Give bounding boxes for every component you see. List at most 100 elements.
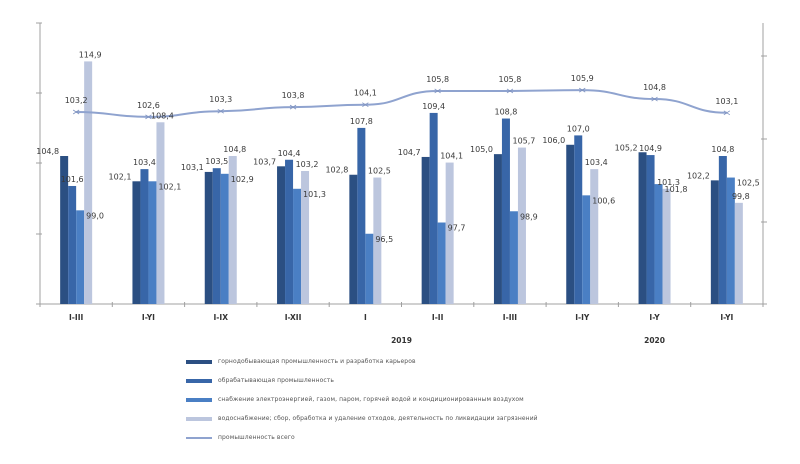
bar <box>84 61 93 304</box>
bar <box>365 233 374 304</box>
line-value-label: 103,1 <box>715 97 738 106</box>
x-axis-label: I-YI <box>142 313 155 322</box>
value-label: 103,5 <box>205 157 228 166</box>
bar-series <box>60 61 743 304</box>
bar <box>517 147 526 304</box>
legend-label: водоснабжение; сбор, обработка и удалени… <box>218 415 538 422</box>
x-axis-label: I-YI <box>720 313 733 322</box>
value-label: 103,4 <box>133 158 156 167</box>
legend-item-manufacturing: обрабатывающая промышленность <box>186 371 746 390</box>
bar <box>293 188 302 304</box>
value-label: 99,0 <box>86 211 104 220</box>
value-labels: 104,8101,699,0114,9102,1103,4102,1108,41… <box>36 50 760 243</box>
value-label: 103,2 <box>296 160 319 169</box>
value-label: 101,3 <box>303 190 326 199</box>
legend-swatch-water-supply <box>186 416 212 421</box>
legend-label: снабжение электроэнергией, газом, паром,… <box>218 396 524 403</box>
bar <box>654 184 663 304</box>
value-label: 105,0 <box>470 145 493 154</box>
bar <box>734 202 743 304</box>
bar <box>212 168 221 304</box>
value-label: 104,8 <box>36 147 59 156</box>
bar <box>277 166 286 304</box>
line-value-label: 104,1 <box>354 89 377 98</box>
value-label: 102,1 <box>158 182 181 191</box>
value-label: 99,8 <box>732 192 750 201</box>
bar <box>148 181 157 304</box>
bar <box>285 159 294 304</box>
x-axis-label: I-II <box>432 313 444 322</box>
value-label: 108,8 <box>494 108 517 117</box>
line-series-total <box>72 87 731 120</box>
x-axis-label: I <box>364 313 367 322</box>
line-value-label: 105,8 <box>426 75 449 84</box>
bar <box>421 156 430 304</box>
value-label: 102,2 <box>687 171 710 180</box>
bar <box>140 169 149 304</box>
value-label: 107,0 <box>567 124 590 133</box>
x-axis-label: I-Y <box>649 313 660 322</box>
bar <box>726 177 735 304</box>
legend-label: промышленность всего <box>218 434 295 441</box>
bar <box>638 152 647 304</box>
value-label: 96,5 <box>375 235 393 244</box>
bar <box>429 112 438 304</box>
x-axis-label: I-IY <box>575 313 590 322</box>
value-label: 103,4 <box>585 158 608 167</box>
line-value-label: 102,6 <box>137 101 160 110</box>
value-label: 109,4 <box>422 102 445 111</box>
bar <box>493 154 502 304</box>
bar <box>509 211 518 304</box>
bar <box>373 177 382 304</box>
x-axis-label: I-IX <box>214 313 229 322</box>
line-value-label: 105,9 <box>571 74 594 83</box>
bar <box>60 156 69 304</box>
year-label: 2019 <box>391 336 412 345</box>
line-value-label: 103,8 <box>282 91 305 100</box>
value-label: 105,2 <box>615 143 638 152</box>
legend-item-mining: горнодобывающая промышленность и разрабо… <box>186 352 746 371</box>
legend-item-industry-total: промышленность всего <box>186 428 746 447</box>
value-label: 98,9 <box>520 212 538 221</box>
value-label: 104,8 <box>223 145 246 154</box>
x-axis-labels: I-III I-YI I-IX I-XII I I-II I-III I-IY I-Y I-YI 2… <box>69 313 734 345</box>
x-axis-label: I-III <box>503 313 517 322</box>
value-label: 101,3 <box>657 178 680 187</box>
value-label: 104,9 <box>639 144 662 153</box>
value-label: 106,0 <box>542 136 565 145</box>
bar <box>501 118 510 304</box>
bar <box>445 162 454 304</box>
line-value-label: 104,8 <box>643 83 666 92</box>
line-value-label: 105,8 <box>498 75 521 84</box>
bar <box>646 155 655 304</box>
value-label: 97,7 <box>448 224 466 233</box>
bar <box>662 188 671 304</box>
value-label: 100,6 <box>592 196 615 205</box>
bar <box>220 173 229 304</box>
bar <box>204 171 213 304</box>
year-label: 2020 <box>644 336 665 345</box>
bar <box>357 127 366 304</box>
bar <box>437 222 446 304</box>
bar <box>590 169 599 304</box>
bar <box>566 144 575 304</box>
bar <box>156 122 165 304</box>
value-label: 101,8 <box>665 185 688 194</box>
value-label: 105,7 <box>512 137 535 146</box>
bar <box>710 180 719 304</box>
bar <box>582 195 591 304</box>
value-label: 104,4 <box>278 149 301 158</box>
legend: горнодобывающая промышленность и разрабо… <box>186 352 746 447</box>
value-label: 102,8 <box>325 166 348 175</box>
value-label: 107,8 <box>350 117 373 126</box>
legend-swatch-manufacturing <box>186 378 212 383</box>
value-label: 102,1 <box>109 172 132 181</box>
legend-item-water-supply: водоснабжение; сбор, обработка и удалени… <box>186 409 746 428</box>
bar <box>574 135 583 304</box>
value-label: 104,8 <box>711 145 734 154</box>
legend-label: обрабатывающая промышленность <box>218 377 335 384</box>
bar <box>132 181 141 304</box>
value-label: 108,4 <box>151 111 174 120</box>
bar <box>76 210 85 304</box>
bar <box>718 156 727 304</box>
